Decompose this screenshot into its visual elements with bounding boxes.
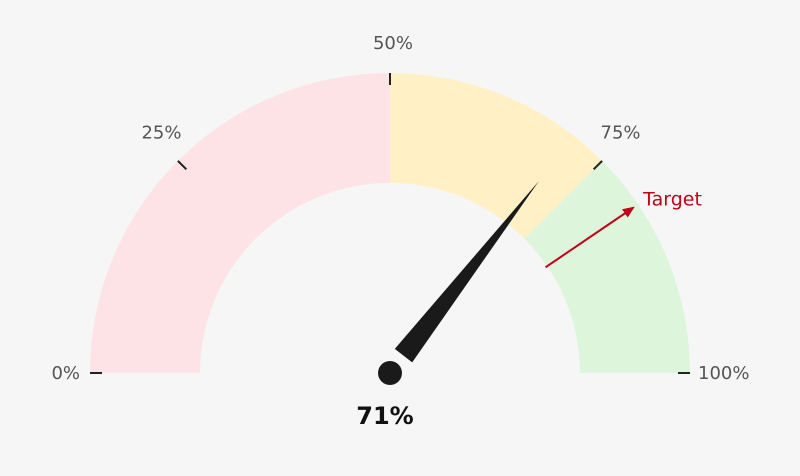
tick-label: 75% — [601, 122, 641, 143]
target-line — [544, 206, 634, 269]
gauge-band-2 — [524, 160, 690, 373]
tick-label: 50% — [373, 33, 413, 54]
tick-label: 25% — [141, 122, 181, 143]
gauge-band-1 — [390, 73, 603, 239]
needle-pivot — [378, 361, 402, 385]
value-label: 71% — [356, 402, 413, 430]
gauge-band-0 — [90, 73, 390, 373]
tick-label: 0% — [51, 363, 80, 384]
tick-mark — [177, 160, 188, 171]
gauge-needle — [394, 180, 539, 363]
tick-mark — [592, 160, 603, 171]
tick-label: 100% — [698, 363, 749, 384]
target-marker — [622, 206, 635, 218]
target-label: Target — [642, 189, 702, 211]
